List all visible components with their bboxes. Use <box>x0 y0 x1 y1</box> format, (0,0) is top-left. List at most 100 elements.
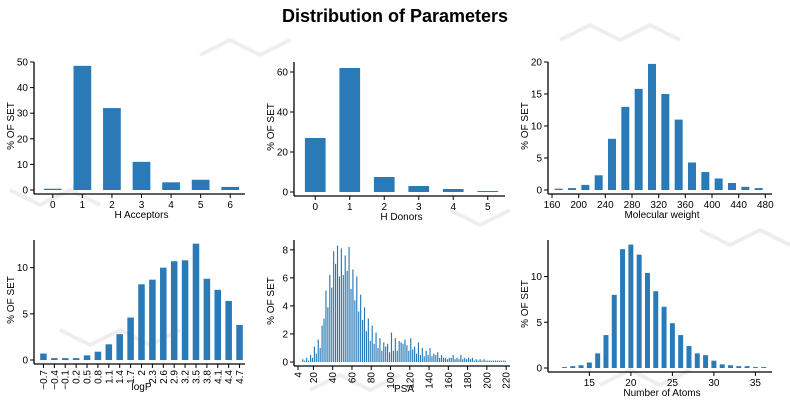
bar <box>333 251 335 362</box>
x-tick-label: 160 <box>544 200 561 211</box>
y-tick-label: 0 <box>536 186 542 197</box>
bar <box>192 243 200 360</box>
x-tick-label: 30 <box>708 378 720 389</box>
bar <box>433 353 435 362</box>
x-tick-label: 3.2 <box>181 370 192 384</box>
bar <box>317 339 319 362</box>
y-axis-label: % OF SET <box>520 102 531 150</box>
bar <box>367 318 369 362</box>
y-tick-label: 60 <box>277 68 289 79</box>
bar <box>429 347 431 362</box>
x-axis-label: PSA <box>394 384 414 395</box>
bar <box>561 367 567 368</box>
bar <box>371 325 373 362</box>
x-tick-label: 0.8 <box>93 370 104 384</box>
bar <box>634 88 643 190</box>
x-tick-label: 5 <box>198 200 204 211</box>
y-tick-label: 6 <box>282 273 288 284</box>
bar <box>621 106 630 190</box>
bar <box>570 366 576 368</box>
y-tick-label: 0 <box>536 364 542 375</box>
x-tick-label: 0.2 <box>72 370 83 384</box>
bar <box>481 360 483 362</box>
bar <box>711 360 717 368</box>
bar <box>674 119 683 190</box>
bar <box>452 354 454 362</box>
bar <box>385 346 387 362</box>
x-tick-label: 0 <box>312 202 318 213</box>
bar <box>105 344 113 360</box>
y-axis-label: % OF SET <box>6 276 17 324</box>
y-tick-label: 2 <box>282 329 288 340</box>
bar <box>466 359 468 362</box>
bar <box>138 284 145 360</box>
x-tick-label: 40 <box>328 372 339 384</box>
bar <box>669 323 675 368</box>
x-tick-label: 4.4 <box>224 370 235 384</box>
bar <box>475 359 477 362</box>
bar <box>356 276 358 362</box>
bar <box>686 346 692 368</box>
bar <box>431 356 433 362</box>
bar <box>170 261 178 360</box>
x-tick-label: 2 <box>109 200 115 211</box>
bar <box>491 360 493 362</box>
bar <box>338 276 341 362</box>
bar <box>462 359 464 362</box>
bar <box>504 360 506 362</box>
bar <box>442 189 464 192</box>
bar <box>327 307 329 362</box>
bar <box>719 364 725 368</box>
bar <box>701 172 710 190</box>
y-tick-label: 8 <box>282 245 288 256</box>
bar <box>473 360 475 362</box>
bar <box>309 354 312 362</box>
y-tick-label: 20 <box>277 148 289 159</box>
bar <box>644 272 650 368</box>
bar <box>467 357 470 362</box>
bar <box>214 289 222 360</box>
x-tick-label: 80 <box>367 372 378 384</box>
bar <box>611 294 617 368</box>
bar <box>363 307 366 362</box>
x-tick-label: 15 <box>584 378 596 389</box>
y-tick-label: 15 <box>531 90 543 101</box>
bar <box>441 354 443 362</box>
x-tick-label: 180 <box>463 372 474 389</box>
chart-panel-2: 0 20 40 60 0 1 2 3 4 5 H Donors % OF SET <box>266 62 505 223</box>
bar <box>348 247 350 362</box>
bar <box>103 108 121 190</box>
bar <box>360 294 362 362</box>
x-tick-label: 160 <box>444 372 455 389</box>
bar <box>408 186 430 192</box>
bar <box>344 255 346 362</box>
bar <box>694 353 700 368</box>
bar <box>400 342 402 362</box>
x-tick-label: 400 <box>704 200 721 211</box>
y-axis-label: % OF SET <box>266 103 277 151</box>
bar <box>331 287 333 362</box>
x-tick-label: 140 <box>425 372 436 389</box>
y-axis-label: % OF SET <box>6 102 17 150</box>
bar <box>595 353 601 368</box>
bar <box>728 182 736 190</box>
y-tick-label: 30 <box>17 109 29 120</box>
bar <box>325 290 327 362</box>
bar <box>628 244 634 368</box>
x-axis-label: H Acceptors <box>115 210 169 221</box>
bar <box>73 65 92 190</box>
x-tick-label: 2.6 <box>159 370 170 384</box>
x-tick-label: 4 <box>450 202 456 213</box>
bar <box>500 360 502 362</box>
x-tick-label: −0.7 <box>39 370 50 390</box>
chart-panel-3: 0 5 10 15 20 160 200 240 280 320 360 400 440 480 Molec… <box>520 58 774 222</box>
y-tick-label: 10 <box>17 263 29 274</box>
x-tick-label: 1 <box>80 200 86 211</box>
bar <box>714 178 723 190</box>
x-tick-label: 2 <box>381 202 387 213</box>
x-tick-label: 6 <box>227 200 233 211</box>
bar <box>678 335 684 368</box>
x-tick-label: 200 <box>570 200 587 211</box>
